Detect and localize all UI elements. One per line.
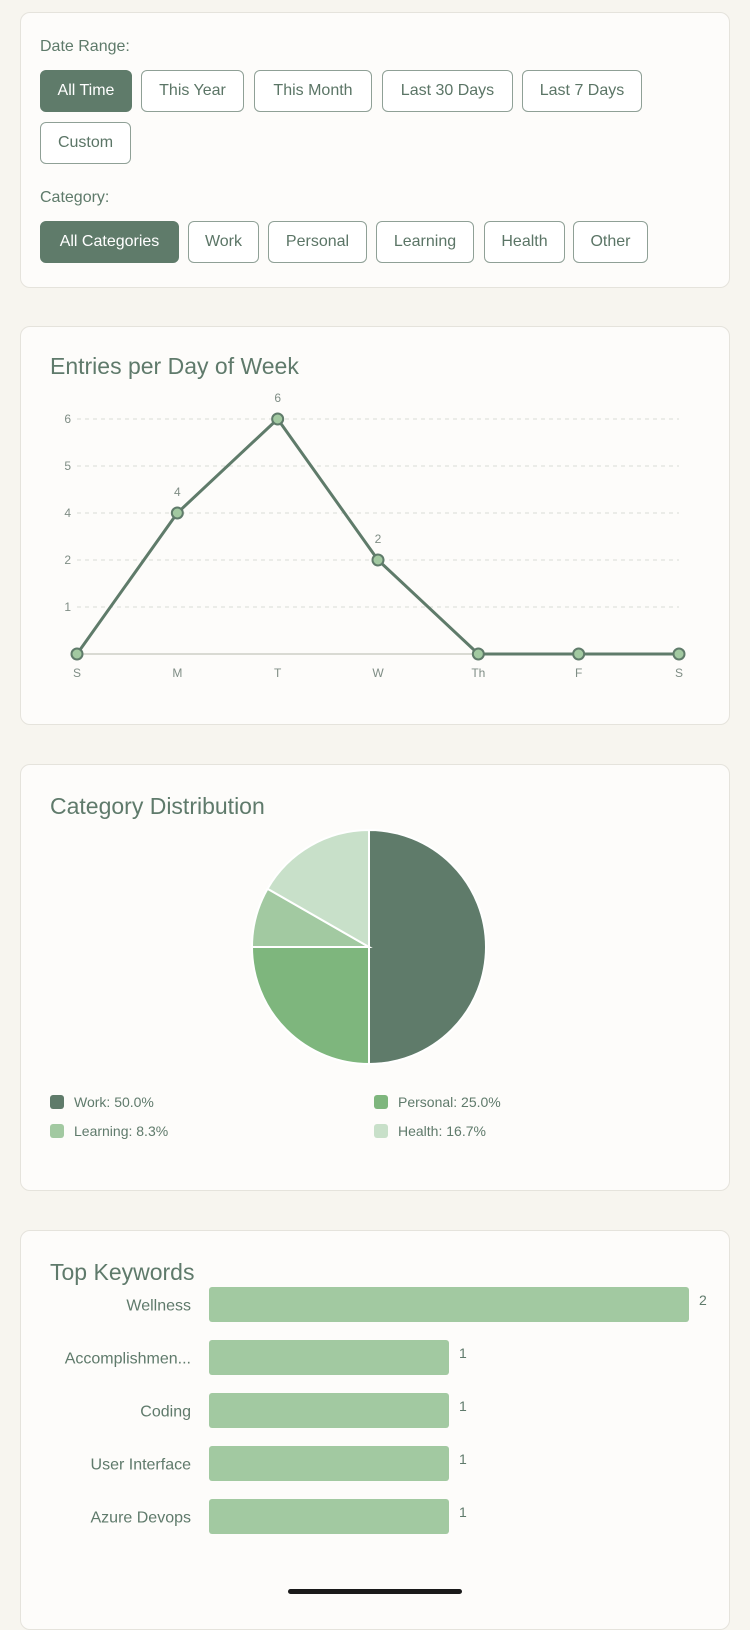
keyword-label: User Interface [91,1457,192,1474]
y-tick-label: 5 [64,459,71,473]
keyword-bar[interactable] [209,1446,449,1481]
data-point[interactable] [672,647,686,661]
data-label: 4 [174,485,181,499]
category-option-learning[interactable]: Learning [376,221,474,263]
category-option-health[interactable]: Health [484,221,565,263]
data-label: 2 [375,532,382,546]
legend-swatch-work [50,1095,64,1109]
date-range-label: Date Range: [40,38,130,55]
week-chart-card: Entries per Day of Week 1 2 4 5 6 S 4 M 6 T 2 W Th F S [20,326,730,725]
legend-swatch-learning [50,1124,64,1138]
x-tick-label: W [372,666,384,680]
legend-label-personal: Personal: 25.0% [398,1094,501,1110]
category-pie-chart [250,828,487,1066]
x-tick-label: S [675,666,683,680]
keyword-bar[interactable] [209,1393,449,1428]
category-option-other[interactable]: Other [573,221,648,263]
keywords-bar-chart: Wellness 2 Accomplishmen... 1 Coding 1 User In… [65,1287,707,1534]
keywords-chart-card: Top Keywords Wellness 2 Accomplishmen... 1 C… [20,1230,730,1630]
data-point[interactable] [471,647,485,661]
x-tick-label: F [575,666,582,680]
legend-label-health: Health: 16.7% [398,1123,486,1139]
week-line-chart: 1 2 4 5 6 S 4 M 6 T 2 W Th F S [64,391,686,680]
legend-label-work: Work: 50.0% [74,1094,154,1110]
keyword-label: Wellness [126,1298,191,1315]
x-tick-label: S [73,666,81,680]
week-chart-title: Entries per Day of Week [50,353,299,379]
pie-slice-health[interactable] [266,828,370,949]
data-point[interactable] [170,506,184,520]
category-option-all[interactable]: All Categories [40,221,179,263]
pie-slice-personal[interactable] [250,946,370,1066]
legend-item-learning: Learning: 8.3% [50,1123,168,1139]
legend-item-work: Work: 50.0% [50,1094,154,1110]
category-option-work[interactable]: Work [188,221,259,263]
date-option-all-time[interactable]: All Time [40,70,132,112]
keyword-label: Coding [140,1404,191,1421]
date-option-this-year[interactable]: This Year [141,70,244,112]
y-tick-label: 1 [64,600,71,614]
bar-value-label: 1 [459,1398,467,1414]
filters-card: Date Range: All Time This Year This Mont… [20,12,730,288]
legend-item-health: Health: 16.7% [374,1123,486,1139]
keywords-chart-title: Top Keywords [50,1259,195,1285]
bar-value-label: 1 [459,1504,467,1520]
keyword-bar[interactable] [209,1499,449,1534]
date-option-last-7-days[interactable]: Last 7 Days [522,70,642,112]
legend-item-personal: Personal: 25.0% [374,1094,501,1110]
home-indicator [288,1589,462,1594]
category-option-personal[interactable]: Personal [268,221,367,263]
x-tick-label: Th [471,666,485,680]
keyword-bar[interactable] [209,1340,449,1375]
data-point[interactable] [371,553,385,567]
pie-slice-work[interactable] [368,828,487,1066]
data-point[interactable] [271,412,285,426]
keyword-label: Azure Devops [91,1510,192,1527]
legend-label-learning: Learning: 8.3% [74,1123,169,1139]
date-option-this-month[interactable]: This Month [254,70,372,112]
category-chart-title: Category Distribution [50,793,265,819]
data-point[interactable] [70,647,84,661]
category-chart-card: Category Distribution Work: 50.0% Person… [20,764,730,1191]
x-tick-label: M [172,666,182,680]
category-label: Category: [40,189,110,206]
y-tick-label: 2 [64,553,71,567]
x-tick-label: T [274,666,282,680]
bar-value-label: 2 [699,1292,707,1308]
legend-swatch-health [374,1124,388,1138]
data-point[interactable] [572,647,586,661]
keyword-bar[interactable] [209,1287,689,1322]
keyword-label: Accomplishmen... [65,1351,191,1368]
y-tick-label: 6 [64,412,71,426]
y-tick-label: 4 [64,506,71,520]
bar-value-label: 1 [459,1451,467,1467]
date-option-custom[interactable]: Custom [40,122,131,164]
date-option-last-30-days[interactable]: Last 30 Days [382,70,513,112]
bar-value-label: 1 [459,1345,467,1361]
data-label: 6 [274,391,281,405]
legend-swatch-personal [374,1095,388,1109]
